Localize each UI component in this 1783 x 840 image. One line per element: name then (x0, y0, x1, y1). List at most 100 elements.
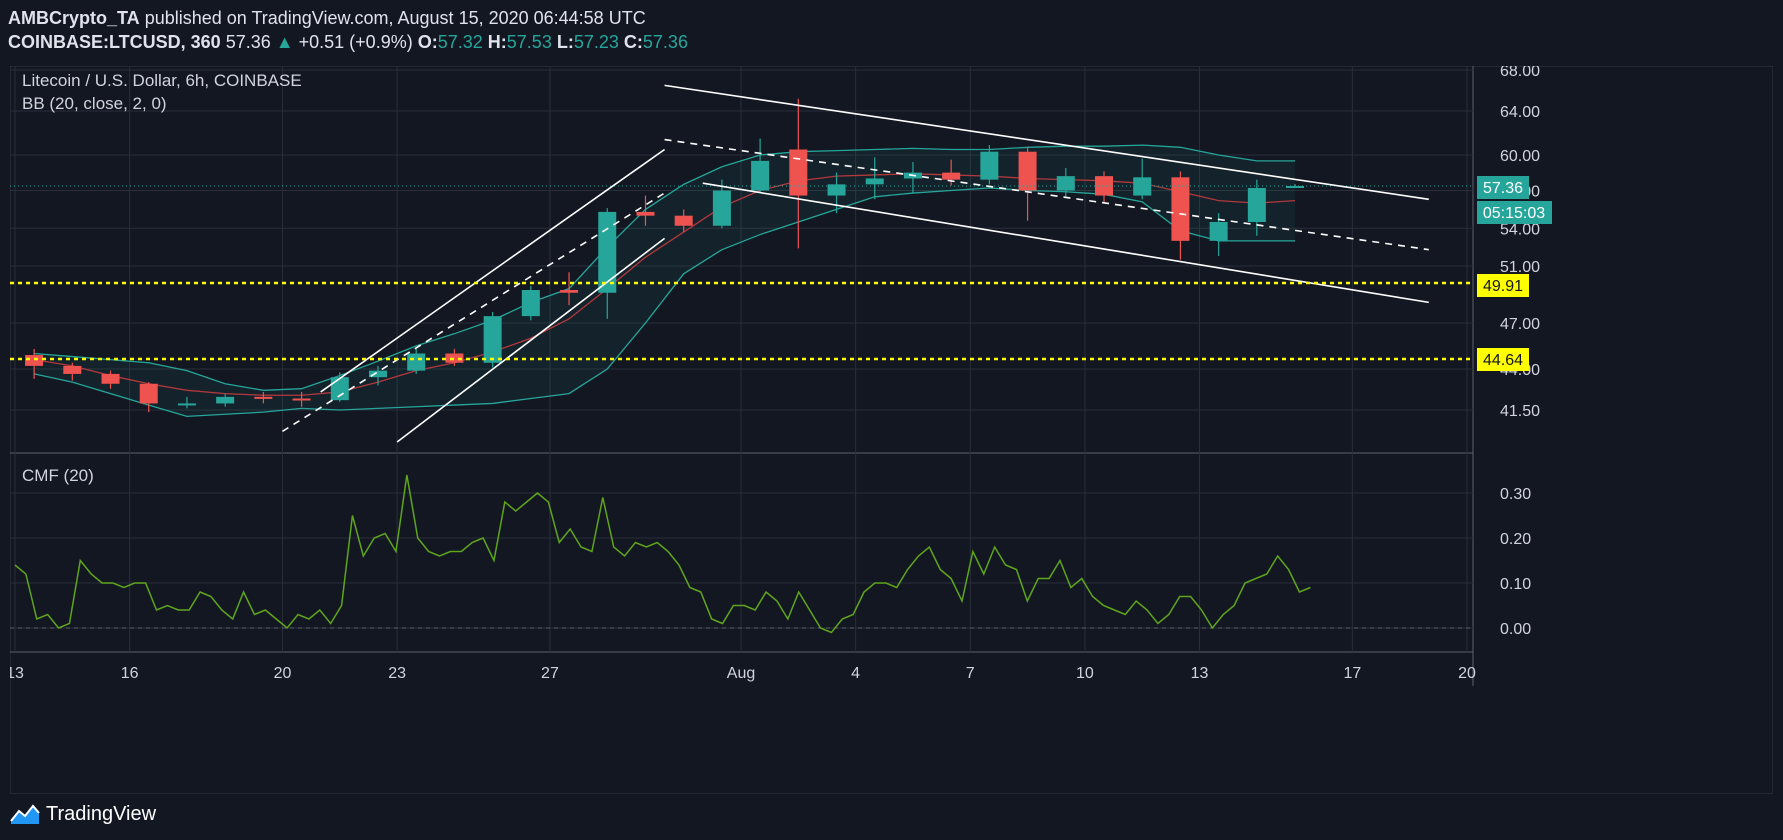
close-value: 57.36 (642, 32, 688, 52)
author-name[interactable]: AMBCrypto_TA (8, 8, 140, 28)
countdown-text: 05:15:03 (1483, 205, 1545, 222)
grid-layer (10, 66, 1474, 686)
candle-body (521, 290, 540, 317)
symbol-line: COINBASE:LTCUSD, 360 57.36 ▲ +0.51 (+0.9… (8, 30, 688, 54)
price-tick-label: 68.00 (1500, 66, 1540, 80)
high-value: 57.53 (506, 32, 552, 52)
cmf-pane-title[interactable]: CMF (20) (22, 466, 94, 485)
time-tick-label: Aug (727, 665, 755, 682)
time-tick-label: 10 (1076, 665, 1094, 682)
level-badge-upper-text: 49.91 (1483, 278, 1523, 295)
low-value: 57.23 (573, 32, 619, 52)
last-price-badge-text: 57.36 (1483, 180, 1523, 197)
bb-fill (34, 145, 1296, 417)
time-tick-label: 20 (274, 665, 292, 682)
chart-svg[interactable]: 41.5044.0047.0051.0054.0057.0060.0064.00… (6, 63, 1774, 795)
time-tick-label: 13 (10, 665, 24, 682)
candle-body (216, 396, 235, 404)
descending-channel-lower[interactable] (702, 182, 1429, 304)
candle-body (1056, 176, 1075, 191)
horizontal-levels[interactable] (10, 281, 1473, 361)
candle-body (483, 316, 502, 363)
symbol-label[interactable]: COINBASE:LTCUSD, 360 (8, 32, 221, 52)
candle-body (177, 403, 196, 406)
trend-lines[interactable] (282, 84, 1429, 443)
candle-body (254, 396, 273, 399)
change-arrow-icon: ▲ (275, 32, 294, 52)
ascending-channel-upper[interactable] (320, 148, 666, 393)
candle-body (712, 190, 731, 226)
open-value: 57.32 (437, 32, 483, 52)
time-tick-label: 27 (541, 665, 559, 682)
candle-body (827, 184, 846, 196)
footer: TradingView (10, 798, 156, 830)
candle-body (1018, 151, 1037, 191)
candle-body (1247, 188, 1266, 222)
descending-channel-mid[interactable] (664, 138, 1429, 251)
axes[interactable]: 41.5044.0047.0051.0054.0057.0060.0064.00… (6, 63, 1540, 682)
candle-body (942, 172, 961, 180)
cmf-tick-label: 0.30 (1500, 486, 1531, 503)
time-tick-label: 23 (388, 665, 406, 682)
candle-body (560, 290, 579, 293)
time-tick-label: 7 (966, 665, 975, 682)
bb-basis-line (34, 173, 1296, 396)
candle-body (25, 355, 44, 366)
time-tick-label: 20 (1458, 665, 1476, 682)
candle-body (1286, 186, 1305, 188)
candle-body (1209, 221, 1228, 241)
candle-body (101, 373, 120, 384)
candle-body (789, 149, 808, 196)
candle-body (369, 370, 387, 378)
cmf-tick-label: 0.00 (1500, 621, 1531, 638)
ascending-channel-lower[interactable] (396, 237, 666, 443)
footer-brand[interactable]: TradingView (46, 802, 157, 825)
candle-body (292, 398, 311, 401)
close-label: C: (623, 32, 643, 52)
published-text: published on TradingView.com, August 15,… (144, 8, 646, 28)
cmf-tick-label: 0.20 (1500, 531, 1531, 548)
candle-body (980, 151, 999, 180)
indicator-label[interactable]: BB (20, close, 2, 0) (22, 94, 167, 113)
price-tick-label: 51.00 (1500, 259, 1540, 276)
bollinger-bands (33, 144, 1296, 418)
candle-body (139, 383, 158, 404)
level-badge-lower-text: 44.64 (1483, 352, 1523, 369)
candle-body (1095, 176, 1113, 196)
time-tick-label: 4 (851, 665, 860, 682)
tradingview-logo-icon[interactable] (10, 803, 40, 825)
pane-title: Litecoin / U.S. Dollar, 6h, COINBASE (22, 71, 302, 90)
price-tick-label: 47.00 (1500, 316, 1540, 333)
price-tick-label: 60.00 (1500, 148, 1540, 165)
candle-body (865, 178, 884, 185)
price-tick-label: 64.00 (1500, 104, 1540, 121)
candle-body (674, 215, 693, 226)
candle-body (636, 211, 655, 216)
open-label: O: (417, 32, 438, 52)
time-tick-label: 16 (121, 665, 139, 682)
level-badge-upper: 49.91 (1477, 274, 1529, 297)
candle-body (1171, 177, 1190, 241)
chart-frame[interactable]: 41.5044.0047.0051.0054.0057.0060.0064.00… (6, 63, 1774, 795)
last-price-text: 57.36 (225, 32, 271, 52)
bb-upper-line (34, 144, 1296, 391)
cmf-line (14, 474, 1311, 634)
last-price-badge: 57.36 (1477, 176, 1529, 199)
descending-channel-upper[interactable] (664, 84, 1429, 201)
level-badge-lower: 44.64 (1477, 348, 1529, 371)
candle-body (330, 377, 349, 401)
price-tick-label: 54.00 (1500, 221, 1540, 238)
time-tick-label: 13 (1191, 665, 1209, 682)
candle-body (751, 160, 770, 191)
price-tick-label: 41.50 (1500, 403, 1540, 420)
publish-line: AMBCrypto_TA published on TradingView.co… (8, 6, 688, 30)
ascending-channel-mid[interactable] (282, 192, 666, 433)
time-tick-label: 17 (1343, 665, 1361, 682)
cmf-series (10, 474, 1473, 634)
candle-body (407, 353, 426, 371)
candle-body (63, 365, 82, 374)
low-label: L: (556, 32, 574, 52)
bb-lower-line (33, 187, 1296, 418)
chart-header: AMBCrypto_TA published on TradingView.co… (8, 6, 688, 54)
candle-body (445, 353, 464, 363)
